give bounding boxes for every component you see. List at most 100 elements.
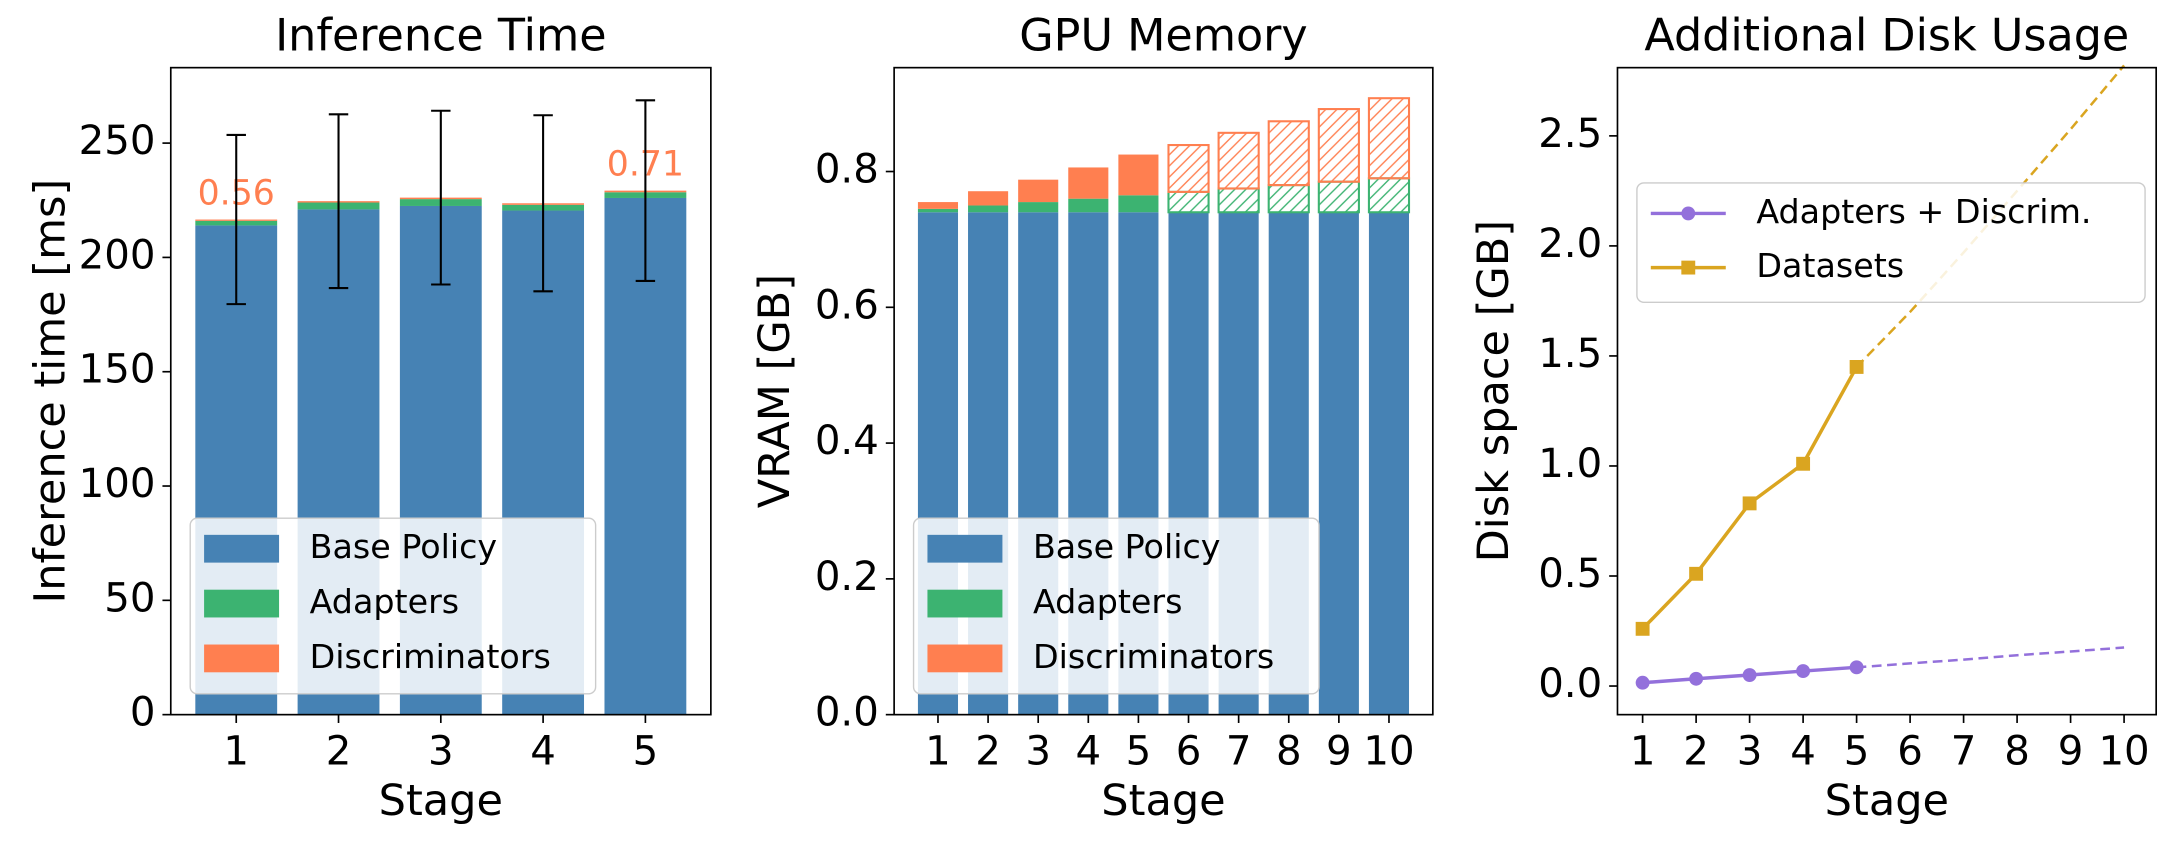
bar-segment <box>917 202 959 209</box>
bar-segment <box>1267 120 1310 187</box>
x-tick-label: 4 <box>1076 729 1102 775</box>
bar-segment <box>1367 97 1411 180</box>
x-tick-label: 3 <box>428 729 454 775</box>
plot-frame <box>893 66 1434 716</box>
legend: Base Policy Adapters Discriminators <box>189 517 597 695</box>
data-point <box>1742 668 1757 682</box>
bar-segment <box>968 191 1009 206</box>
y-tick-label: 0.4 <box>815 418 879 464</box>
x-tick-label: 4 <box>530 729 556 775</box>
data-point <box>1635 675 1650 690</box>
y-axis-label: Inference time [ms] <box>25 179 75 604</box>
y-tick-label: 1.0 <box>1538 441 1602 487</box>
error-bar <box>533 114 553 293</box>
x-tick-label: 4 <box>1790 729 1816 775</box>
bar-segment <box>1367 177 1411 214</box>
plot-frame <box>1616 66 2158 716</box>
y-tick-label: 200 <box>79 232 156 278</box>
x-tick-label: 2 <box>326 729 352 775</box>
chart-title: Additional Disk Usage <box>1644 10 2129 61</box>
y-tick-label: 1.5 <box>1538 331 1602 377</box>
x-tick-label: 6 <box>1897 729 1923 775</box>
bar-segment <box>1167 144 1210 193</box>
bar-segment <box>1368 212 1410 715</box>
legend-swatch <box>204 589 280 618</box>
data-point <box>1689 566 1704 581</box>
error-bar <box>635 99 656 282</box>
bar-segment <box>1217 187 1260 214</box>
y-tick-label: 100 <box>79 461 156 507</box>
x-tick-label: 6 <box>1176 729 1202 775</box>
x-tick-label: 3 <box>1025 729 1051 775</box>
x-tick-label: 5 <box>633 729 659 775</box>
y-tick-label: 0.8 <box>815 147 879 193</box>
y-tick-label: 0.6 <box>815 282 879 328</box>
y-tick-label: 0.2 <box>815 554 879 600</box>
chart-title: GPU Memory <box>1019 10 1307 61</box>
data-point <box>1681 206 1696 221</box>
bar-segment <box>1267 184 1310 214</box>
data-point <box>1689 671 1704 686</box>
x-tick-label: 9 <box>2058 729 2084 775</box>
x-tick-label: 1 <box>223 729 249 775</box>
x-tick-label: 7 <box>1951 729 1977 775</box>
bar-segment <box>1217 131 1260 190</box>
legend-label: Base Policy <box>1033 527 1221 566</box>
legend-swatch <box>204 534 280 563</box>
x-tick-label: 5 <box>1844 729 1870 775</box>
bar-segment <box>1118 195 1159 213</box>
x-tick-label: 2 <box>1683 729 1709 775</box>
bar-segment <box>1018 179 1059 203</box>
bar-segment <box>1118 154 1159 196</box>
x-tick-label: 7 <box>1226 729 1252 775</box>
bar-segment <box>1018 202 1059 213</box>
x-tick-label: 8 <box>1276 729 1302 775</box>
y-tick-label: 0.0 <box>1538 661 1602 707</box>
x-tick-label: 9 <box>1326 729 1352 775</box>
legend-swatch <box>927 589 1003 618</box>
error-bar <box>226 133 246 306</box>
chart-title: Inference Time <box>275 10 606 61</box>
x-axis-label: Stage <box>1825 776 1949 826</box>
y-axis-label: Disk space [GB] <box>1469 220 1519 562</box>
x-axis-label: Stage <box>379 776 503 826</box>
legend-swatch <box>927 534 1003 563</box>
x-tick-label: 2 <box>975 729 1001 775</box>
legend-label: Datasets <box>1756 246 1904 285</box>
legend-label: Discriminators <box>310 637 551 676</box>
bar-segment <box>1068 167 1109 199</box>
legend-swatch <box>204 644 280 673</box>
y-tick-label: 2.5 <box>1538 111 1602 157</box>
data-point <box>1742 496 1757 511</box>
y-tick-label: 250 <box>79 118 156 164</box>
x-tick-label: 1 <box>925 729 951 775</box>
projection-line <box>1856 646 2125 669</box>
y-tick-label: 2.0 <box>1538 221 1602 267</box>
y-tick-label: 0 <box>130 690 156 736</box>
bar-segment <box>1167 190 1210 214</box>
y-tick-label: 0.0 <box>815 690 879 736</box>
bar-segment <box>1068 198 1109 213</box>
data-point <box>1796 456 1811 471</box>
legend-frame <box>912 517 1320 695</box>
legend-label: Adapters + Discrim. <box>1756 192 2091 231</box>
data-point <box>1681 260 1696 275</box>
bar-segment <box>604 197 687 715</box>
y-tick-label: 50 <box>104 575 155 621</box>
plot-frame <box>169 66 712 716</box>
error-bar <box>431 109 451 286</box>
bar-segment <box>1317 180 1360 214</box>
data-point <box>1849 360 1864 374</box>
bar-segment <box>1317 108 1360 183</box>
bar-segment <box>968 205 1009 213</box>
y-tick-label: 150 <box>79 347 156 393</box>
x-tick-label: 1 <box>1630 729 1656 775</box>
legend-frame <box>1636 182 2146 303</box>
bar-segment <box>1318 212 1359 715</box>
x-axis-label: Stage <box>1101 776 1225 826</box>
bar-segment <box>917 208 959 213</box>
legend-label: Adapters <box>1033 582 1183 621</box>
projection-line <box>1855 64 2126 368</box>
